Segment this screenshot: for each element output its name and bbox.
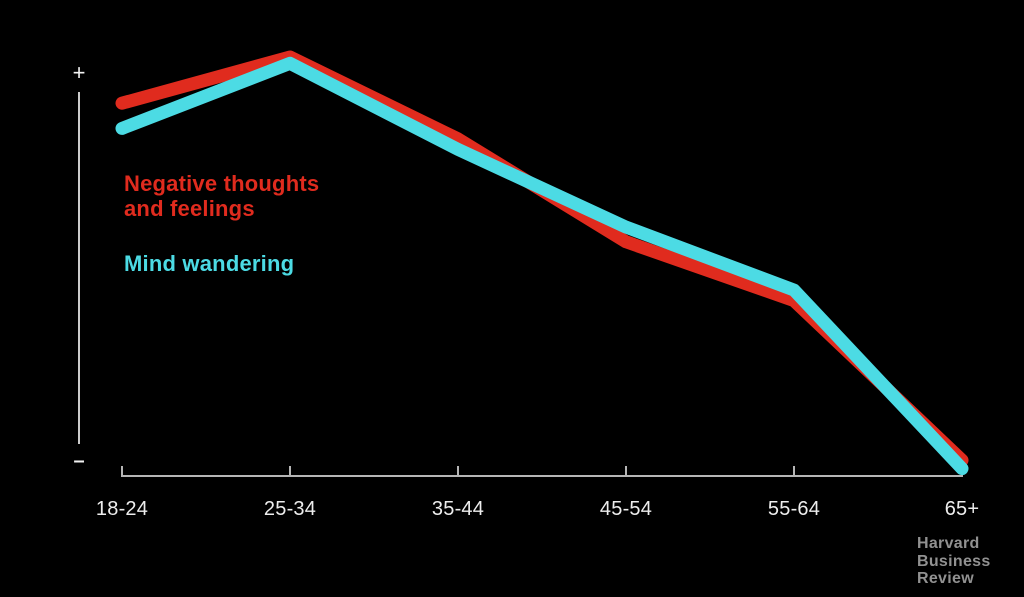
x-axis-label-45-54: 45-54 (599, 498, 653, 520)
legend-negative-thoughts-and-feelings: Negative thoughts and feelings (124, 171, 320, 221)
x-axis-label-35-44: 35-44 (431, 498, 485, 520)
y-axis-minus-label: – (73, 450, 85, 472)
x-axis-label-25-34: 25-34 (263, 498, 317, 520)
chart-legend: Negative thoughts and feelings Mind wand… (124, 146, 319, 301)
x-axis-label-18-24: 18-24 (95, 498, 149, 520)
legend-mind-wandering: Mind wandering (124, 251, 295, 276)
series-line-mind-wandering (115, 56, 969, 476)
x-axis-label-55-64: 55-64 (767, 498, 821, 520)
y-axis-plus-label: + (72, 60, 86, 85)
harvard-business-review-logo: Harvard Business Review (917, 535, 991, 587)
x-axis-label-65+: 65+ (944, 498, 980, 520)
